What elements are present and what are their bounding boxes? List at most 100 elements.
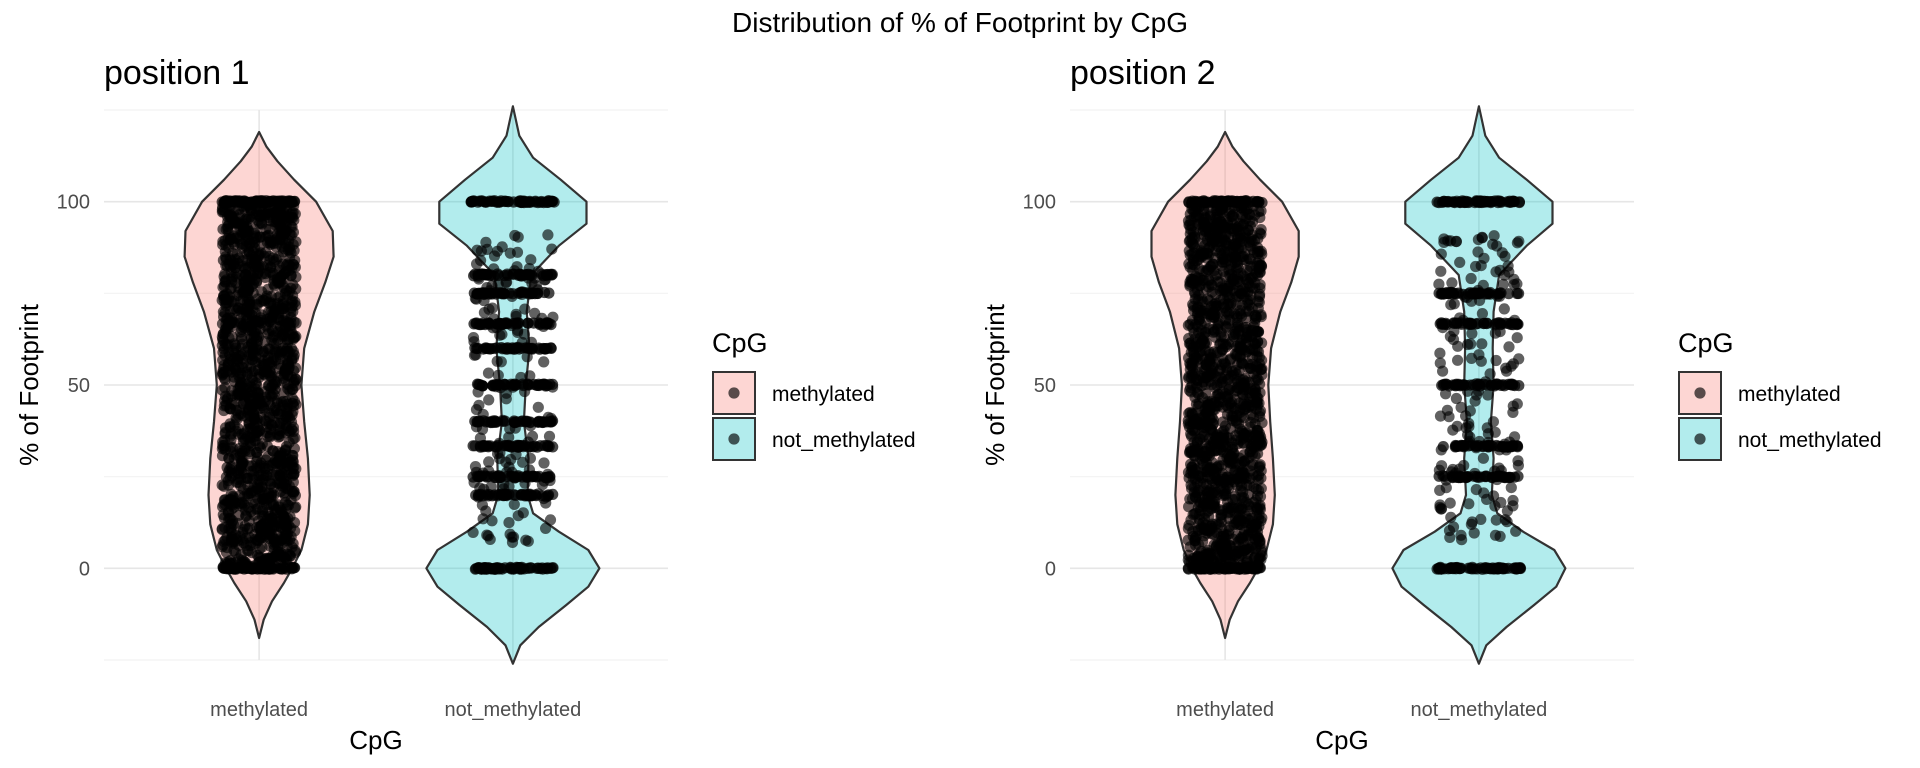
- point: [532, 401, 544, 413]
- point: [538, 457, 550, 469]
- point: [276, 224, 288, 236]
- point: [519, 440, 531, 452]
- point: [1253, 196, 1265, 208]
- point: [1476, 308, 1488, 320]
- point: [1452, 354, 1464, 366]
- point: [1231, 409, 1243, 422]
- point: [1255, 228, 1267, 240]
- point: [1440, 474, 1452, 486]
- point: [250, 196, 262, 208]
- point: [263, 250, 275, 262]
- point: [268, 348, 280, 360]
- point: [1509, 314, 1521, 326]
- point: [469, 461, 482, 473]
- y-tick-label: 50: [1034, 375, 1056, 397]
- point: [529, 307, 541, 319]
- point: [218, 439, 230, 451]
- point: [1192, 219, 1204, 231]
- point: [1239, 384, 1251, 396]
- point: [1205, 228, 1218, 240]
- point: [286, 212, 298, 224]
- point: [253, 264, 265, 276]
- point: [251, 339, 263, 351]
- point: [239, 276, 251, 288]
- point: [1221, 471, 1233, 484]
- point: [1244, 421, 1256, 434]
- point: [525, 254, 537, 266]
- point: [540, 522, 552, 535]
- point: [488, 263, 500, 275]
- point: [1235, 310, 1248, 322]
- point: [226, 535, 238, 548]
- point: [1497, 278, 1509, 290]
- point: [1231, 359, 1244, 371]
- point: [256, 286, 268, 298]
- point: [1197, 296, 1209, 308]
- point: [1218, 528, 1230, 540]
- panel-title: position 1: [104, 54, 250, 92]
- point: [482, 562, 495, 574]
- point: [285, 312, 297, 324]
- point: [272, 277, 284, 289]
- point: [1489, 500, 1501, 512]
- point: [542, 411, 554, 423]
- point: [287, 352, 300, 364]
- point: [519, 477, 531, 489]
- point: [1236, 456, 1248, 469]
- point: [509, 422, 521, 434]
- point: [1223, 373, 1235, 385]
- figure-title: Distribution of % of Footprint by CpG: [732, 7, 1188, 38]
- point: [1191, 487, 1203, 499]
- point: [516, 286, 528, 298]
- legend: CpG methylated not_methylated: [1678, 328, 1882, 461]
- point: [1437, 365, 1449, 377]
- point: [263, 297, 275, 309]
- point: [513, 268, 526, 280]
- point: [1255, 311, 1267, 323]
- point: [225, 403, 237, 415]
- point: [1487, 238, 1499, 250]
- point: [1189, 450, 1201, 462]
- point: [1503, 341, 1515, 353]
- point: [250, 277, 262, 289]
- panels: position 1 0 50 100 methylated not_methylated…: [14, 54, 1882, 755]
- point: [539, 273, 552, 286]
- point: [1454, 256, 1466, 268]
- point: [483, 394, 495, 406]
- point: [1197, 500, 1209, 512]
- point: [1233, 513, 1245, 525]
- y-tick-label: 100: [1023, 192, 1056, 214]
- point: [242, 225, 255, 237]
- point: [507, 381, 519, 393]
- point: [1241, 562, 1253, 574]
- point: [245, 440, 257, 452]
- point: [275, 320, 287, 333]
- point: [280, 441, 292, 453]
- point: [1186, 424, 1199, 436]
- point: [1244, 396, 1256, 408]
- point: [273, 501, 285, 513]
- point: [1184, 318, 1196, 330]
- point: [278, 395, 290, 407]
- point: [1503, 288, 1515, 300]
- point: [257, 504, 269, 516]
- point: [248, 469, 260, 481]
- point: [1444, 531, 1456, 544]
- point: [1482, 389, 1494, 401]
- point: [1186, 276, 1198, 289]
- point: [1452, 340, 1464, 352]
- point: [289, 502, 301, 514]
- point: [494, 453, 506, 465]
- point: [508, 498, 520, 510]
- point: [493, 563, 505, 575]
- point: [242, 423, 254, 435]
- point: [491, 355, 503, 367]
- point: [1455, 529, 1467, 541]
- point: [1472, 246, 1484, 258]
- point: [262, 516, 275, 528]
- point: [1511, 287, 1523, 300]
- point: [268, 389, 280, 401]
- point: [535, 195, 548, 208]
- point: [477, 317, 489, 329]
- point: [522, 535, 534, 547]
